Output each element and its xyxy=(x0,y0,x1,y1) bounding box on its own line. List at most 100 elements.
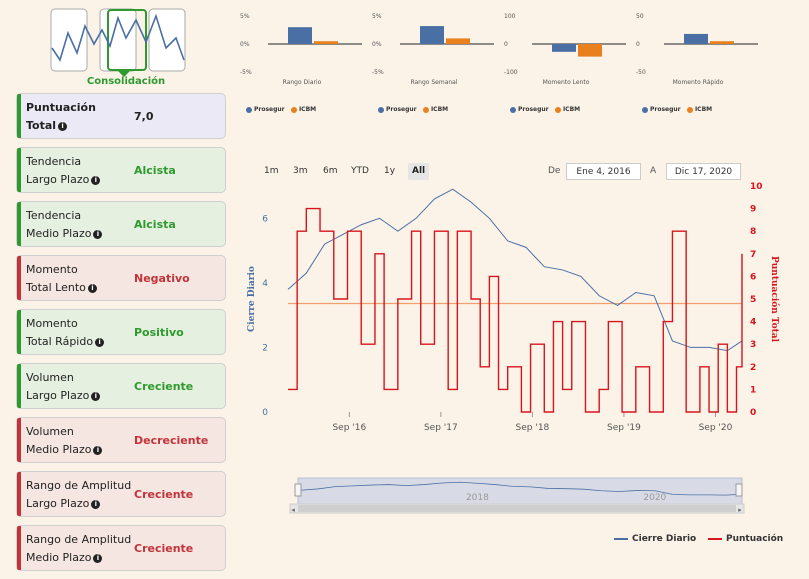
x-tick-label: Sep '20 xyxy=(699,423,733,433)
navigator-handle-left xyxy=(294,483,302,497)
info-icon[interactable]: i xyxy=(91,499,101,509)
card-accent xyxy=(17,148,21,192)
info-icon[interactable]: i xyxy=(91,175,101,185)
series-puntuacion-line xyxy=(288,207,743,413)
y2-tick-label: 3 xyxy=(750,340,756,350)
legend-cierre[interactable]: Cierre Diario xyxy=(614,534,696,544)
range-button-ytd[interactable]: YTD xyxy=(351,166,369,176)
card-trend-medium: Tendencia Medio Plazo i Alcista xyxy=(16,201,226,247)
range-button-1y[interactable]: 1y xyxy=(384,166,396,176)
info-icon[interactable]: i xyxy=(91,391,101,401)
y2-tick-label: 7 xyxy=(750,250,756,260)
card-label-2: Largo Plazo xyxy=(26,173,90,186)
navigator-year-label: 2018 xyxy=(466,493,489,503)
y2-tick-label: 5 xyxy=(750,295,756,305)
y-tick-label: 0 xyxy=(262,408,268,418)
range-button-3m[interactable]: 3m xyxy=(293,166,308,176)
from-date-input[interactable]: Ene 4, 2016 xyxy=(566,163,641,180)
legend-icbm[interactable]: ICBM xyxy=(694,106,713,113)
range-button-all[interactable]: All xyxy=(408,163,430,180)
legend-puntuacion[interactable]: Puntuación xyxy=(708,534,783,544)
icbm-dot-icon xyxy=(422,106,429,113)
y-tick-label: 6 xyxy=(262,214,268,224)
bar-icbm xyxy=(446,38,470,44)
card-value: Positivo xyxy=(134,326,184,339)
to-label: A xyxy=(650,166,657,176)
bar-prosegur xyxy=(288,27,312,44)
card-label-2: Largo Plazo xyxy=(26,389,90,402)
card-accent xyxy=(17,310,21,354)
y-tick-label: 0% xyxy=(372,41,382,48)
info-icon[interactable]: i xyxy=(58,121,68,131)
y2-tick-label: 6 xyxy=(750,272,756,282)
line-chart-thumbnail-icon[interactable] xyxy=(50,8,186,72)
prosegur-dot-icon xyxy=(378,106,384,113)
x-tick-label: Sep '16 xyxy=(332,423,366,433)
info-icon[interactable]: i xyxy=(93,553,103,563)
card-label-1: Rango de Amplitud xyxy=(26,533,132,546)
mini-chart-legend: Prosegur ICBM xyxy=(642,106,712,113)
info-icon[interactable]: i xyxy=(95,337,105,347)
legend-icbm[interactable]: ICBM xyxy=(298,106,317,113)
y-tick-label: 4 xyxy=(262,279,268,289)
y-tick-label: 0 xyxy=(636,41,640,48)
y-tick-label: -5% xyxy=(240,69,252,76)
mini-chart-title: Rango Diario xyxy=(282,79,322,86)
line-swatch-icon xyxy=(708,537,722,540)
y-tick-label: 2 xyxy=(262,343,268,353)
indicator-cards: Puntuación Total i 7,0 Tendencia Largo Plaz… xyxy=(16,93,226,579)
prosegur-dot-icon xyxy=(246,106,252,113)
navigator-handle-right xyxy=(735,483,743,497)
legend-prosegur[interactable]: Prosegur xyxy=(518,106,549,113)
card-label-2: Medio Plazo xyxy=(26,551,92,564)
mini-chart-title: Momento Rápido xyxy=(672,79,724,86)
card-label-1: Volumen xyxy=(26,425,74,438)
card-accent xyxy=(17,472,21,516)
info-icon[interactable]: i xyxy=(93,445,103,455)
legend-icbm[interactable]: ICBM xyxy=(430,106,449,113)
legend-prosegur[interactable]: Prosegur xyxy=(650,106,681,113)
navigator-range xyxy=(297,477,743,505)
legend-cierre-label: Cierre Diario xyxy=(632,534,697,544)
legend-prosegur[interactable]: Prosegur xyxy=(386,106,417,113)
card-accent xyxy=(17,256,21,300)
bar-icbm xyxy=(578,44,602,57)
card-label-1: Volumen xyxy=(26,371,74,384)
thumbnail-pointer-icon xyxy=(117,70,131,77)
info-icon[interactable]: i xyxy=(93,229,103,239)
legend-prosegur[interactable]: Prosegur xyxy=(254,106,285,113)
scroll-right-icon: ▸ xyxy=(738,506,742,514)
card-label-2: Total xyxy=(26,119,57,132)
y-tick-label: -5% xyxy=(372,69,384,76)
bar-prosegur xyxy=(684,33,708,44)
range-button-6m[interactable]: 6m xyxy=(323,166,338,176)
card-volume-medium: Volumen Medio Plazo i Decreciente xyxy=(16,417,226,463)
info-icon[interactable]: i xyxy=(87,283,97,293)
card-range-long: Rango de Amplitud Largo Plazo i Creciente xyxy=(16,471,226,517)
main-chart[interactable]: 0 2 4 6 0 1 2 3 4 5 6 7 8 9 10 Cierre Diario Puntuación … xyxy=(238,178,798,518)
scroll-left-icon: ◂ xyxy=(291,506,295,514)
legend-icbm[interactable]: ICBM xyxy=(562,106,581,113)
mini-chart-title: Rango Semanal xyxy=(410,79,458,86)
card-label-2: Total Rápido xyxy=(26,335,94,348)
y-tick-label: 5% xyxy=(240,13,250,20)
card-label-1: Tendencia xyxy=(26,209,82,222)
y-tick-label: 50 xyxy=(636,13,644,20)
mini-chart-svg: 5% 0% -5% xyxy=(240,13,362,76)
to-date-input[interactable]: Dic 17, 2020 xyxy=(666,163,741,180)
card-label-2: Total Lento xyxy=(26,281,86,294)
prosegur-dot-icon xyxy=(510,106,516,113)
card-label-2: Medio Plazo xyxy=(26,443,92,456)
card-momentum-fast: Momento Total Rápido i Positivo xyxy=(16,309,226,355)
navigator-line xyxy=(299,481,741,496)
icbm-dot-icon xyxy=(290,106,297,113)
x-tick-label: Sep '18 xyxy=(516,423,550,433)
legend-puntuacion-label: Puntuación xyxy=(726,534,784,544)
mini-chart-svg: 100 0 -100 xyxy=(504,13,626,76)
bar-icbm xyxy=(314,41,338,44)
y2-tick-label: 2 xyxy=(750,363,756,373)
range-button-1m[interactable]: 1m xyxy=(264,166,279,176)
card-value: Alcista xyxy=(134,164,176,177)
bar-icbm xyxy=(710,41,734,44)
mini-chart-svg: 50 0 -50 xyxy=(636,13,758,76)
